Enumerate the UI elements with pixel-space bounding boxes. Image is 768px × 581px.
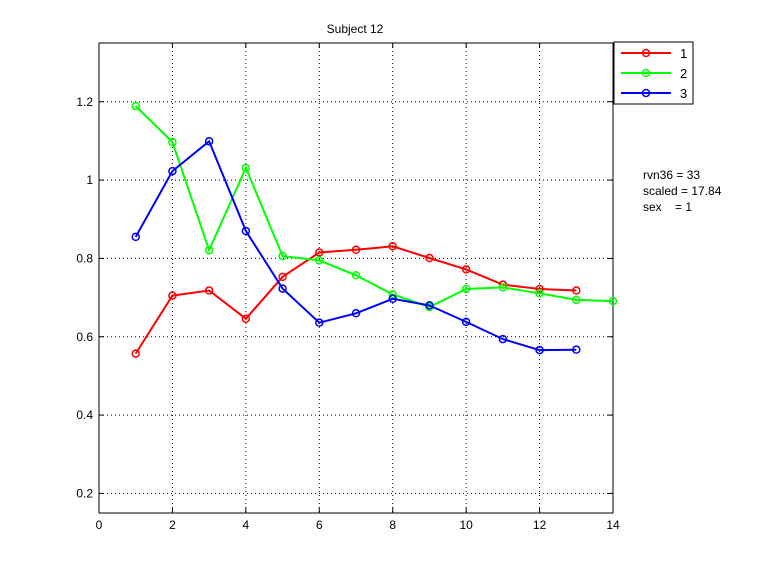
data-point	[204, 286, 214, 295]
data-point	[351, 271, 361, 280]
legend-label: 2	[680, 66, 687, 81]
data-point	[572, 345, 581, 354]
data-point	[278, 284, 287, 293]
annotation-rvn36: rvn36 = 33	[643, 168, 701, 182]
plot-area	[98, 42, 614, 514]
data-point	[131, 232, 140, 242]
annotation-sex: sex = 1	[643, 200, 693, 214]
y-tick-label: 0.2	[76, 486, 93, 500]
annotation-scaled: scaled = 17.84	[643, 184, 722, 198]
data-point	[204, 245, 214, 255]
data-point	[131, 101, 140, 111]
data-point	[572, 295, 581, 305]
data-point	[461, 284, 471, 294]
y-tick-label: 0.4	[76, 408, 93, 422]
x-tick-label: 12	[533, 518, 547, 532]
data-point	[168, 291, 177, 300]
data-point	[351, 245, 361, 255]
data-point	[241, 314, 251, 323]
y-tick-label: 1.2	[76, 95, 93, 109]
x-tick-label: 6	[316, 518, 323, 532]
data-point	[535, 289, 544, 298]
data-point	[608, 296, 618, 306]
x-tick-label: 8	[389, 518, 396, 532]
series-line	[134, 245, 577, 355]
data-point	[131, 349, 140, 358]
legend-marker	[641, 88, 651, 98]
series-line	[134, 105, 614, 309]
data-point	[425, 301, 434, 310]
data-point	[241, 163, 251, 173]
data-point	[572, 286, 581, 295]
series-layer	[131, 101, 618, 358]
legend-marker	[641, 68, 651, 78]
legend-label: 1	[680, 46, 687, 61]
x-tick-label: 10	[459, 518, 473, 532]
series-3	[131, 137, 581, 355]
chart-title: Subject 12	[327, 22, 384, 36]
y-tick-label: 1	[86, 173, 93, 187]
legend: 1 2 3	[613, 41, 694, 105]
series-line	[134, 139, 577, 352]
legend-marker	[641, 48, 651, 58]
y-tick-label: 0.6	[76, 330, 93, 344]
data-point	[204, 137, 214, 146]
axes-ticks: 0 2 4 6 8 10 12 14 0.2 0.4 0.6 0.8 1 1.2	[76, 43, 620, 532]
x-tick-label: 2	[169, 518, 176, 532]
data-point	[241, 226, 251, 236]
x-tick-label: 4	[243, 518, 250, 532]
y-tick-label: 0.8	[76, 251, 93, 265]
data-point	[278, 272, 287, 282]
data-point	[315, 248, 324, 257]
data-point	[168, 137, 177, 147]
data-point	[498, 334, 508, 344]
grid	[99, 43, 613, 513]
data-point	[425, 253, 434, 263]
data-point	[498, 283, 508, 292]
data-point	[278, 251, 287, 261]
data-point	[351, 309, 361, 318]
data-point	[388, 294, 397, 304]
data-point	[315, 318, 324, 327]
data-point	[388, 242, 397, 251]
data-point	[461, 317, 471, 327]
data-point	[168, 166, 177, 176]
x-tick-label: 0	[96, 518, 103, 532]
x-tick-label: 14	[606, 518, 620, 532]
legend-label: 3	[680, 86, 687, 101]
data-point	[315, 256, 324, 265]
data-point	[461, 265, 471, 274]
series-1	[131, 242, 581, 358]
data-point	[535, 345, 544, 355]
series-2	[131, 101, 618, 312]
